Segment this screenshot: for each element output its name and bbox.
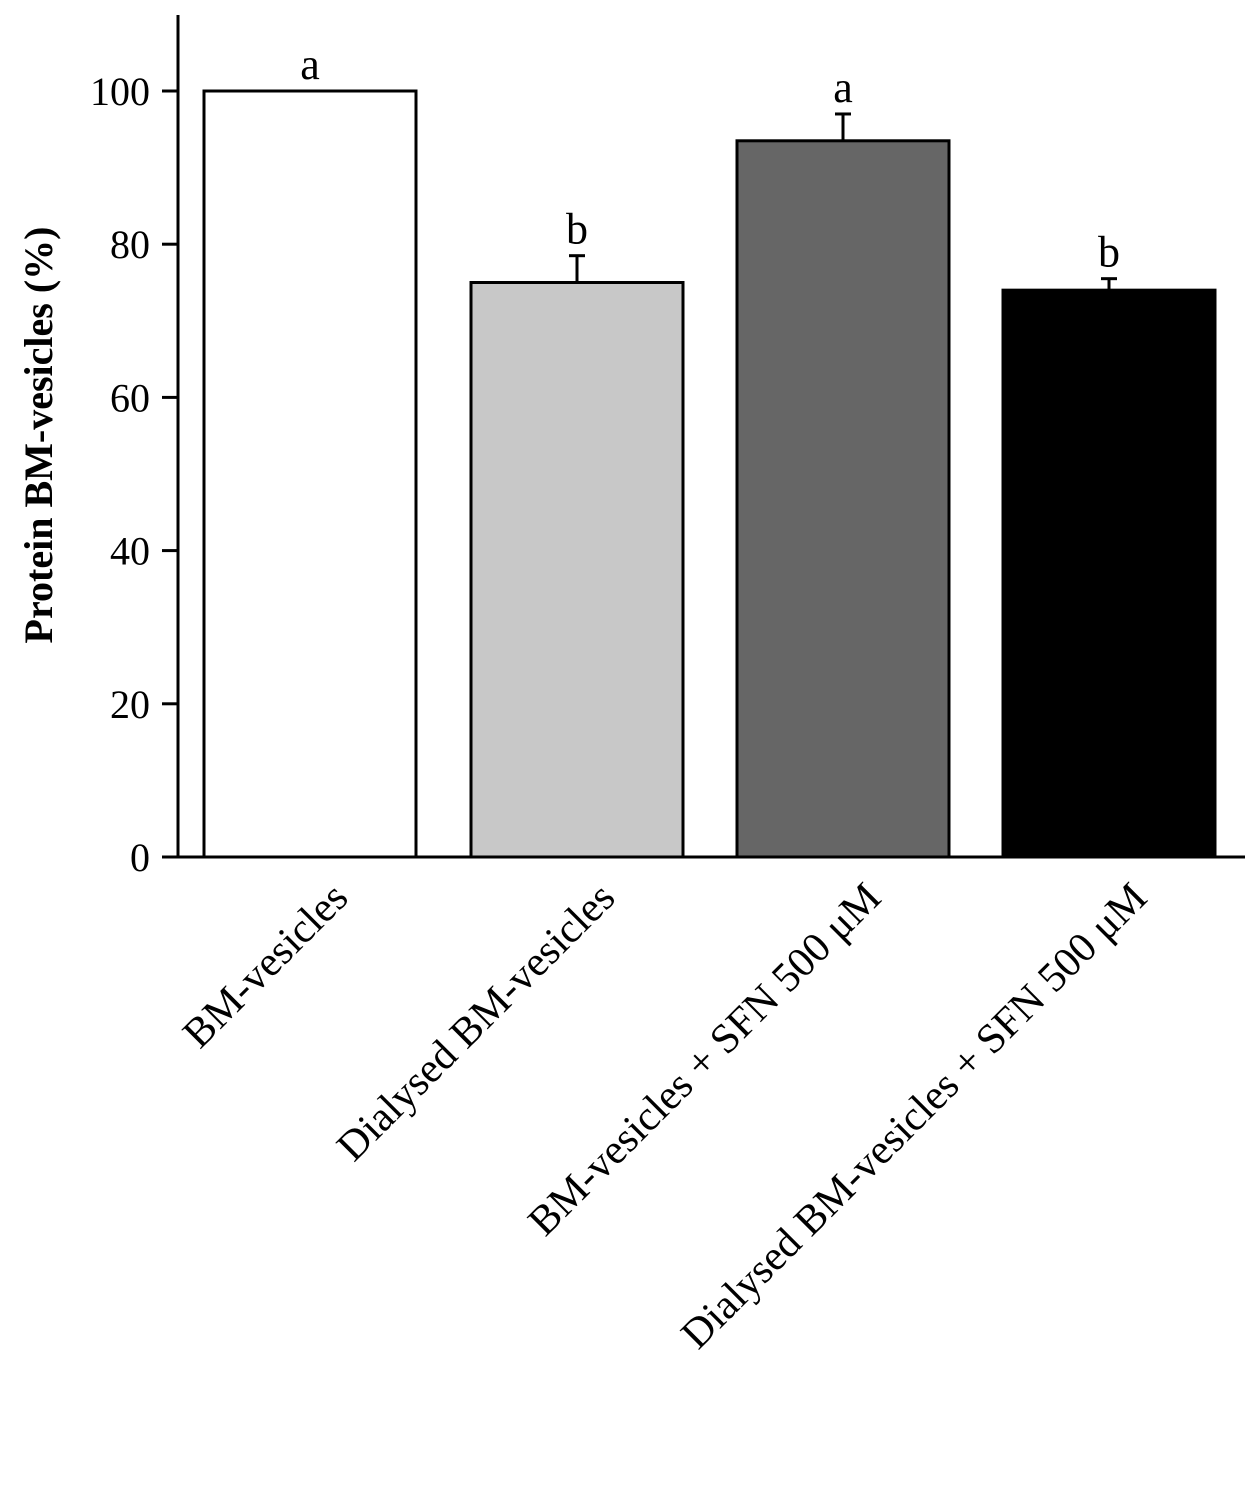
y-axis-label: Protein BM-vesicles (%) [16,227,61,644]
significance-label: b [566,205,588,254]
category-label: BM-vesicles [174,875,357,1058]
bar [469,281,685,859]
y-tick-label: 40 [110,529,150,574]
category-label: Dialysed BM-vesicles + SFN 500 μM [673,875,1156,1358]
bar [1001,288,1217,859]
bar [202,89,418,859]
category-label: Dialysed BM-vesicles [328,875,624,1171]
bar [735,139,951,859]
significance-label: a [833,63,853,112]
significance-label: a [300,40,320,89]
y-tick-label: 60 [110,375,150,420]
y-tick-label: 0 [130,835,150,880]
significance-label: b [1098,228,1120,277]
plot-area: 0 20 40 60 80 100 a BM-vesicles b Dialysed BM-ves… [90,15,1245,1358]
y-tick-label: 100 [90,69,150,114]
y-tick-label: 80 [110,222,150,267]
y-tick-label: 20 [110,682,150,727]
